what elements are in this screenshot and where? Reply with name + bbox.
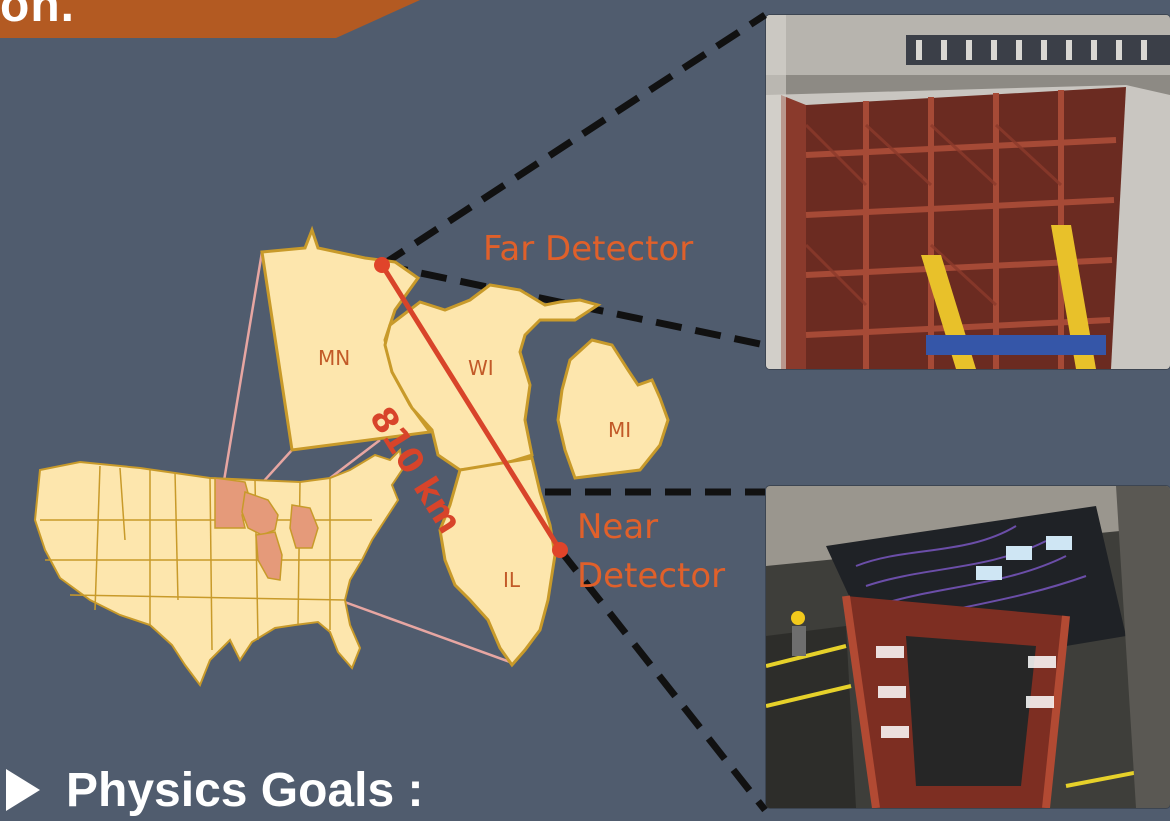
state-label-mn: MN [318, 346, 351, 370]
us-mn-highlight [214, 477, 251, 529]
zoom-mi [556, 338, 670, 480]
us-il-highlight [255, 531, 283, 581]
far-dash-top [380, 12, 767, 268]
zoomed-states [260, 225, 670, 668]
bullet-physics-goals: Physics Goals : [0, 760, 424, 820]
near-detector-label-line2: Detector [577, 556, 726, 596]
zoom-il [438, 456, 557, 668]
far-detector-photo [766, 15, 1170, 369]
us-mi-highlight [289, 504, 319, 549]
state-label-wi: WI [468, 356, 494, 380]
near-detector-marker [552, 542, 568, 558]
slide-title: on. [0, 0, 75, 32]
far-detector-label: Far Detector [483, 229, 694, 269]
bullet-text: Physics Goals : [66, 763, 424, 817]
far-detector-marker [374, 257, 390, 273]
zoom-wi [383, 283, 602, 472]
triangle-right-icon [6, 769, 40, 811]
beam-line [379, 263, 563, 552]
far-dash-bottom [381, 261, 766, 349]
us-map [33, 447, 404, 688]
state-label-mi: MI [608, 418, 632, 442]
state-label-il: IL [503, 568, 521, 592]
near-detector-photo [766, 486, 1170, 808]
near-detector-label-line1: Near [577, 507, 659, 547]
near-dash-bottom [557, 547, 768, 813]
title-banner [0, 0, 420, 38]
zoom-mn [260, 225, 433, 452]
